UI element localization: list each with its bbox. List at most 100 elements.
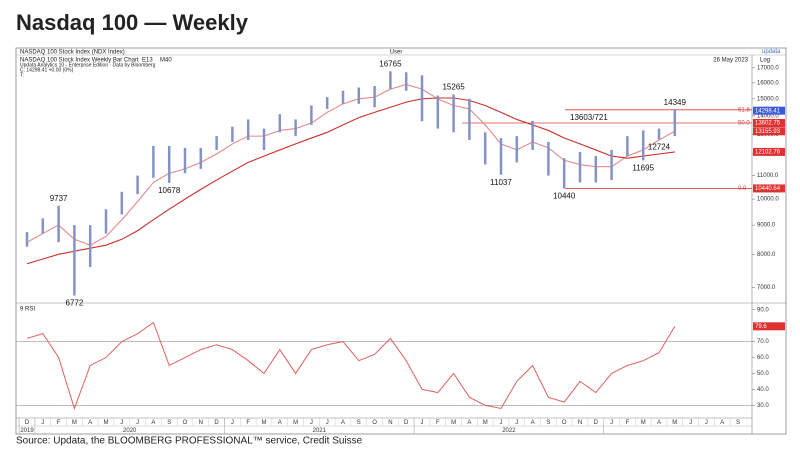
month-label: A — [278, 420, 282, 426]
year-label: 2019 — [20, 428, 34, 434]
y-tick-label: 8000.0 — [757, 252, 776, 258]
month-label: A — [467, 420, 471, 426]
y-tick-label: 15000.0 — [757, 96, 779, 102]
high-label: 9737 — [50, 194, 68, 203]
high-label: 14349 — [664, 98, 687, 107]
month-label: M — [262, 420, 267, 426]
low-label: 11037 — [490, 178, 512, 187]
month-label: D — [404, 420, 409, 426]
y-tick-label: 10000.0 — [757, 197, 779, 203]
high-label: 16765 — [379, 59, 402, 68]
month-label: J — [231, 420, 234, 426]
y-tick-label: 9000.0 — [757, 223, 776, 229]
rsi-line — [26, 321, 676, 411]
month-label: O — [183, 420, 188, 426]
value-tag — [753, 119, 785, 128]
instrument: NASDAQ 100 Stock Index (NDX Index) — [20, 50, 125, 56]
y-tick-label: 7000.0 — [757, 285, 776, 291]
month-label: M — [483, 420, 488, 426]
y-tick-label: 90.0 — [757, 307, 769, 313]
month-label: A — [88, 420, 92, 426]
high-label: 15265 — [442, 83, 465, 92]
fib-label: 61.8 — [738, 107, 750, 113]
value-tag — [753, 322, 785, 331]
month-label: J — [41, 420, 44, 426]
month-label: J — [421, 420, 424, 426]
low-label: 12724 — [648, 143, 671, 152]
month-label: F — [246, 420, 250, 426]
date: 26 May 2023 — [713, 58, 748, 64]
month-label: F — [626, 420, 630, 426]
month-label: J — [515, 420, 518, 426]
month-label: J — [500, 420, 503, 426]
scale-label: Log — [760, 58, 770, 64]
month-label: A — [657, 420, 661, 426]
month-label: A — [531, 420, 535, 426]
chart-name: NASDAQ 100 Stock Index Weekly Bar Chart — [20, 58, 139, 64]
month-label: O — [562, 420, 567, 426]
study-name: E13 — [142, 58, 153, 64]
low-label: 6772 — [66, 299, 84, 308]
y-tick-label: 60.0 — [757, 355, 769, 361]
month-label: N — [578, 420, 582, 426]
value-tag-label: 13602.75 — [755, 121, 781, 127]
month-label: J — [136, 420, 139, 426]
year-label: 2020 — [123, 428, 137, 434]
month-label: J — [310, 420, 313, 426]
month-label: J — [120, 420, 123, 426]
month-label: M — [72, 420, 77, 426]
quote: C: 14298.41 +0.00 (0%) — [20, 67, 74, 73]
value-tag — [753, 127, 785, 136]
month-label: F — [57, 420, 61, 426]
month-label: N — [199, 420, 203, 426]
month-label: S — [736, 420, 740, 426]
source: Source: Updata, the BLOOMBERG PROFESSION… — [16, 436, 363, 447]
study-name: M40 — [160, 58, 172, 64]
y-tick-label: 50.0 — [757, 371, 769, 377]
month-label: M — [672, 420, 677, 426]
value-tag-label: 10440.64 — [755, 186, 781, 192]
month-label: D — [594, 420, 599, 426]
fib-label: 50.0 — [738, 121, 750, 127]
user: User — [390, 50, 403, 56]
value-tag-label: 14298.41 — [755, 108, 781, 114]
edition: Updata Analytics 10 - Enterprise Edition… — [20, 62, 156, 68]
y-tick-label: 40.0 — [757, 387, 769, 393]
month-label: M — [293, 420, 298, 426]
value-tag-label: 79.6 — [755, 324, 767, 330]
month-label: S — [357, 420, 361, 426]
y-tick-label: 17000.0 — [757, 65, 779, 71]
frame — [15, 47, 787, 435]
month-label: O — [372, 420, 377, 426]
low-label: 10440 — [553, 192, 576, 201]
month-label: D — [214, 420, 219, 426]
month-label: J — [705, 420, 708, 426]
value-tag — [753, 147, 785, 156]
month-label: J — [326, 420, 329, 426]
month-label: M — [451, 420, 456, 426]
y-tick-label: 16000.0 — [757, 80, 779, 86]
month-label: S — [546, 420, 550, 426]
page-title: Nasdaq 100 — Weekly — [16, 10, 249, 35]
month-label: D — [25, 420, 30, 426]
month-label: M — [104, 420, 109, 426]
value-tag-label: 12102.76 — [755, 149, 781, 155]
y-tick-label: 30.0 — [757, 403, 769, 409]
month-label: A — [151, 420, 155, 426]
annotation: 13603/721 — [570, 113, 608, 122]
year-label: 2022 — [502, 428, 516, 434]
year-label: 2021 — [313, 428, 327, 434]
month-label: F — [436, 420, 440, 426]
month-label: A — [341, 420, 345, 426]
y-tick-label: 70.0 — [757, 339, 769, 345]
brand: updata — [762, 49, 781, 55]
y-tick-label: 14000.0 — [757, 113, 779, 119]
low-label: 11695 — [632, 163, 654, 172]
month-label: M — [641, 420, 646, 426]
month-label: J — [689, 420, 692, 426]
fib-label: 0.0 — [738, 186, 747, 192]
value-tag — [753, 184, 785, 193]
value-tag — [753, 106, 785, 115]
